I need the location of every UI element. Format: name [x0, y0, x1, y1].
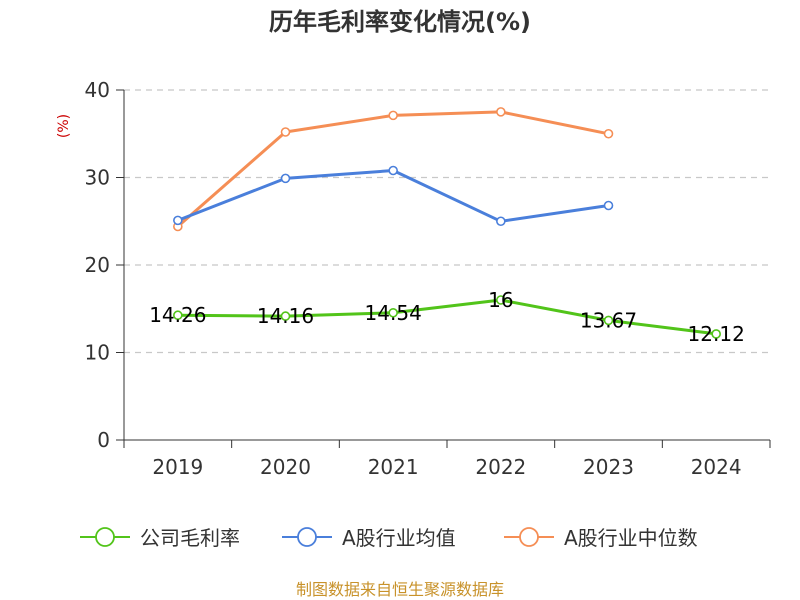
grid-lines	[124, 89, 770, 354]
series-lines	[176, 110, 718, 336]
data-label: 13.67	[580, 308, 637, 332]
y-tick-label: 0	[97, 428, 110, 452]
data-label: 14.26	[149, 303, 206, 327]
chart-title: 历年毛利率变化情况(%)	[269, 8, 531, 36]
legend-label: 公司毛利率	[140, 526, 240, 550]
legend-label: A股行业均值	[342, 526, 456, 550]
data-point	[603, 200, 614, 211]
data-label: 12.12	[688, 322, 745, 346]
legend-swatch-marker	[297, 527, 317, 547]
source-note: 制图数据来自恒生聚源数据库	[296, 580, 504, 599]
data-label: 14.16	[257, 304, 314, 328]
data-point	[603, 315, 614, 326]
x-tick-label: 2021	[368, 455, 419, 479]
y-tick-label: 10	[85, 341, 110, 365]
legend: 公司毛利率 A股行业均值 A股行业中位数	[80, 526, 698, 550]
data-labels: 14.26 14.16 14.54 16 13.67 12.12	[149, 288, 745, 346]
x-tick-label: 2024	[691, 455, 742, 479]
y-axis-unit-label: (%)	[56, 114, 72, 138]
data-point	[496, 216, 506, 227]
series-line	[176, 169, 610, 223]
x-tick-label: 2023	[583, 455, 634, 479]
data-point	[388, 307, 398, 318]
series-line	[176, 298, 718, 336]
legend-swatch-marker	[519, 527, 539, 547]
x-tick-label: 2019	[152, 455, 203, 479]
data-point	[280, 127, 291, 137]
axes: 0 10 20 30 40 2019 2020 2021 2022 2023 2024	[85, 78, 771, 479]
x-tick-label: 2020	[260, 455, 311, 479]
legend-label: A股行业中位数	[564, 526, 698, 550]
y-tick-label: 30	[85, 166, 110, 190]
y-tick-label: 20	[85, 253, 110, 277]
data-point	[496, 295, 506, 305]
data-point	[280, 311, 291, 321]
data-point	[603, 128, 614, 139]
x-tick-label: 2022	[475, 455, 526, 479]
data-point	[280, 173, 291, 184]
data-point	[496, 107, 506, 117]
data-point	[388, 165, 398, 176]
legend-swatch-marker	[95, 527, 115, 547]
data-label: 14.54	[365, 301, 422, 325]
data-label: 16	[488, 288, 513, 312]
data-point	[711, 329, 721, 339]
data-point	[173, 310, 183, 321]
data-point	[388, 110, 398, 121]
data-point	[173, 215, 183, 226]
data-points	[173, 107, 721, 339]
y-tick-label: 40	[85, 78, 110, 102]
